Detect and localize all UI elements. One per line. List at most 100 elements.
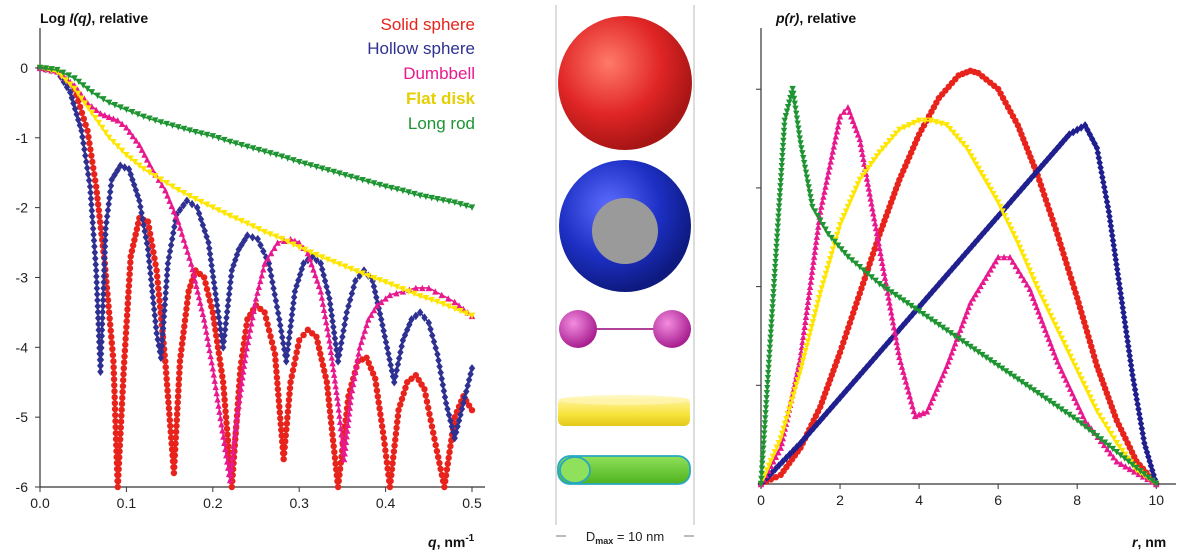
left-point-hollow-sphere bbox=[162, 294, 169, 304]
left-point-hollow-sphere bbox=[100, 266, 108, 275]
left-point-solid-sphere bbox=[126, 265, 134, 272]
left-series-solid-sphere bbox=[36, 64, 476, 491]
right-point-long-rod bbox=[872, 277, 879, 285]
left-point-hollow-sphere bbox=[129, 175, 136, 184]
left-point-solid-sphere bbox=[164, 393, 172, 400]
left-point-solid-sphere bbox=[104, 296, 112, 304]
left-point-dumbbell bbox=[168, 202, 175, 210]
right-point-long-rod bbox=[761, 425, 768, 432]
left-point-flat-disk bbox=[296, 244, 303, 251]
left-point-solid-sphere bbox=[319, 362, 327, 369]
left-point-hollow-sphere bbox=[160, 318, 167, 327]
left-point-solid-sphere bbox=[164, 387, 171, 394]
left-point-hollow-sphere bbox=[100, 284, 107, 293]
right-point-dumbbell bbox=[827, 158, 834, 165]
right-point-long-rod bbox=[767, 334, 774, 341]
right-point-long-rod bbox=[911, 305, 919, 312]
left-point-hollow-sphere bbox=[280, 339, 287, 348]
right-point-dumbbell bbox=[806, 283, 814, 290]
left-point-hollow-sphere bbox=[211, 284, 218, 293]
left-point-hollow-sphere bbox=[207, 255, 215, 264]
right-point-long-rod bbox=[771, 268, 779, 276]
right-point-flat-disk bbox=[977, 169, 985, 177]
left-point-flat-disk bbox=[62, 77, 70, 84]
right-point-flat-disk bbox=[1063, 344, 1070, 351]
right-point-long-rod bbox=[1002, 368, 1010, 375]
left-point-dumbbell bbox=[228, 459, 236, 467]
left-point-long-rod bbox=[249, 145, 257, 152]
right-point-hollow-sphere bbox=[896, 325, 903, 334]
left-point-solid-sphere bbox=[213, 338, 221, 345]
left-point-long-rod bbox=[411, 190, 418, 198]
left-point-long-rod bbox=[226, 138, 234, 146]
left-point-long-rod bbox=[278, 153, 286, 160]
left-point-solid-sphere bbox=[430, 429, 437, 436]
left-point-solid-sphere bbox=[216, 355, 223, 363]
right-point-solid-sphere bbox=[859, 280, 867, 287]
left-point-solid-sphere bbox=[284, 414, 291, 421]
left-point-flat-disk bbox=[105, 134, 113, 141]
right-point-long-rod bbox=[766, 354, 773, 362]
left-point-solid-sphere bbox=[375, 399, 382, 406]
left-point-solid-sphere bbox=[286, 390, 293, 398]
left-point-dumbbell bbox=[260, 266, 267, 273]
left-point-dumbbell bbox=[226, 476, 234, 484]
left-point-solid-sphere bbox=[241, 334, 248, 341]
right-point-hollow-sphere bbox=[889, 333, 896, 342]
right-point-flat-disk bbox=[810, 314, 818, 321]
left-point-solid-sphere bbox=[261, 309, 268, 316]
left-point-long-rod bbox=[54, 66, 61, 74]
left-point-dumbbell bbox=[198, 305, 205, 312]
left-point-long-rod bbox=[100, 96, 107, 103]
left-point-long-rod bbox=[128, 108, 136, 116]
right-point-solid-sphere bbox=[1079, 314, 1087, 321]
right-point-flat-disk bbox=[1058, 335, 1066, 342]
left-point-dumbbell bbox=[248, 320, 255, 327]
right-point-dumbbell bbox=[960, 317, 967, 324]
left-point-dumbbell bbox=[308, 260, 315, 268]
left-point-hollow-sphere bbox=[108, 175, 115, 184]
left-point-hollow-sphere bbox=[341, 320, 348, 329]
left-point-dumbbell bbox=[355, 350, 362, 357]
left-point-solid-sphere bbox=[324, 384, 331, 392]
right-point-dumbbell bbox=[1131, 468, 1138, 475]
right-point-flat-disk bbox=[1080, 380, 1087, 388]
left-point-hollow-sphere bbox=[391, 378, 398, 387]
left-point-flat-disk bbox=[267, 231, 274, 238]
left-point-dumbbell bbox=[451, 298, 458, 306]
left-point-solid-sphere bbox=[378, 417, 385, 424]
right-point-solid-sphere bbox=[1076, 304, 1084, 311]
left-point-dumbbell bbox=[203, 328, 210, 335]
right-point-solid-sphere bbox=[850, 309, 857, 317]
left-point-flat-disk bbox=[359, 270, 366, 277]
left-point-hollow-sphere bbox=[99, 319, 106, 329]
left-point-flat-disk bbox=[136, 162, 143, 169]
left-point-long-rod bbox=[157, 119, 165, 126]
left-point-hollow-sphere bbox=[98, 343, 105, 353]
left-point-solid-sphere bbox=[126, 270, 133, 278]
left-point-solid-sphere bbox=[172, 440, 179, 447]
right-point-flat-disk bbox=[1110, 435, 1118, 442]
left-point-hollow-sphere bbox=[434, 350, 441, 359]
left-point-hollow-sphere bbox=[165, 253, 173, 262]
right-point-flat-disk bbox=[965, 149, 973, 156]
left-point-solid-sphere bbox=[365, 359, 372, 367]
right-point-long-rod bbox=[796, 135, 804, 142]
left-point-hollow-sphere bbox=[107, 187, 114, 197]
right-point-long-rod bbox=[1081, 423, 1089, 430]
right-point-flat-disk bbox=[1016, 244, 1024, 252]
left-point-dumbbell bbox=[335, 406, 342, 413]
left-point-solid-sphere bbox=[324, 390, 332, 398]
left-point-solid-sphere bbox=[144, 218, 152, 225]
left-point-solid-sphere bbox=[326, 402, 333, 409]
left-point-solid-sphere bbox=[442, 477, 449, 485]
left-point-solid-sphere bbox=[149, 242, 156, 250]
left-point-hollow-sphere bbox=[94, 302, 101, 311]
right-point-flat-disk bbox=[822, 270, 830, 278]
left-point-hollow-sphere bbox=[98, 325, 106, 335]
right-point-dumbbell bbox=[900, 368, 907, 375]
right-point-flat-disk bbox=[985, 182, 992, 189]
left-point-solid-sphere bbox=[123, 312, 131, 319]
left-point-solid-sphere bbox=[428, 423, 436, 430]
left-point-solid-sphere bbox=[238, 358, 245, 366]
